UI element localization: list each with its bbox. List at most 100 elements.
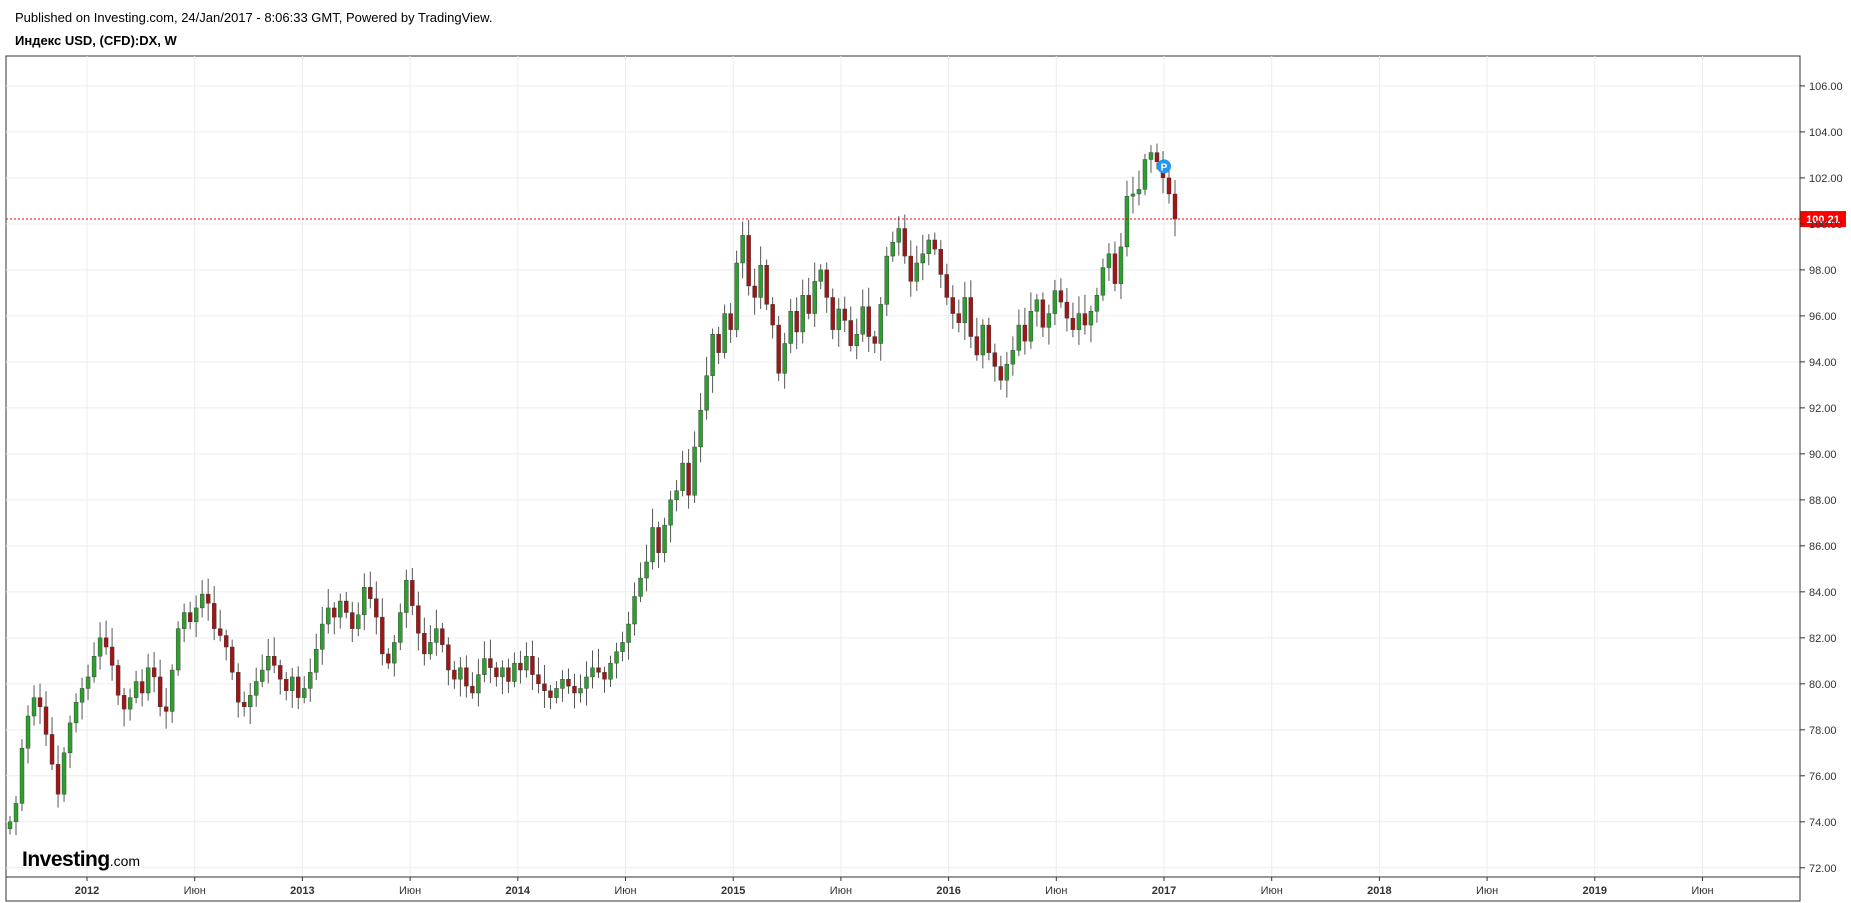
candle[interactable]: [103, 620, 109, 655]
candle[interactable]: [109, 628, 115, 681]
candle[interactable]: [211, 586, 217, 641]
candle[interactable]: [1034, 294, 1040, 327]
candle[interactable]: [434, 609, 439, 656]
candle[interactable]: [181, 603, 187, 643]
candle[interactable]: [452, 660, 457, 689]
candle[interactable]: [914, 245, 919, 291]
candle[interactable]: [992, 343, 998, 382]
candle[interactable]: [668, 490, 673, 543]
candle[interactable]: [704, 356, 709, 420]
candle[interactable]: [470, 672, 475, 699]
candle[interactable]: [614, 642, 619, 679]
candle[interactable]: [572, 673, 577, 709]
candle[interactable]: [770, 296, 775, 339]
event-marker[interactable]: P: [1156, 159, 1171, 174]
candle[interactable]: [121, 687, 127, 727]
candle[interactable]: [602, 666, 607, 693]
candle[interactable]: [608, 655, 613, 687]
candle[interactable]: [302, 676, 307, 704]
candle[interactable]: [1148, 145, 1154, 173]
candle[interactable]: [674, 479, 679, 512]
candle[interactable]: [776, 316, 781, 382]
candle[interactable]: [1088, 305, 1094, 343]
candle[interactable]: [938, 240, 943, 288]
candle[interactable]: [746, 219, 751, 296]
candle[interactable]: [650, 508, 655, 570]
candle[interactable]: [398, 603, 403, 651]
candle[interactable]: [350, 601, 355, 643]
candle[interactable]: [458, 657, 463, 697]
candle[interactable]: [320, 606, 325, 665]
candle[interactable]: [314, 633, 319, 680]
candle[interactable]: [1082, 294, 1088, 335]
candle[interactable]: [794, 297, 799, 350]
candle[interactable]: [656, 521, 661, 569]
candle[interactable]: [1010, 336, 1016, 376]
candle[interactable]: [199, 580, 205, 618]
candle[interactable]: [722, 304, 727, 359]
candle[interactable]: [1040, 292, 1046, 337]
candle[interactable]: [716, 326, 721, 365]
candle[interactable]: [157, 659, 163, 717]
candle[interactable]: [518, 650, 523, 684]
candle[interactable]: [566, 668, 571, 694]
candle[interactable]: [1052, 279, 1058, 326]
candle[interactable]: [1142, 153, 1148, 196]
candle[interactable]: [758, 246, 763, 309]
candle[interactable]: [193, 595, 199, 638]
candle[interactable]: [1058, 278, 1064, 308]
candle[interactable]: [85, 664, 91, 700]
candle[interactable]: [842, 296, 847, 332]
candle[interactable]: [632, 582, 637, 636]
candle[interactable]: [404, 569, 409, 628]
candle[interactable]: [410, 568, 415, 616]
candle[interactable]: [163, 687, 169, 729]
candle[interactable]: [902, 214, 907, 264]
candle[interactable]: [554, 681, 559, 704]
candle[interactable]: [590, 650, 595, 689]
candle[interactable]: [812, 262, 817, 327]
candle[interactable]: [878, 296, 883, 361]
candle[interactable]: [61, 747, 67, 802]
candle[interactable]: [344, 591, 349, 619]
candle[interactable]: [644, 544, 649, 592]
candle[interactable]: [860, 289, 865, 342]
candle[interactable]: [7, 816, 13, 835]
candle[interactable]: [818, 264, 823, 290]
candle[interactable]: [1064, 288, 1070, 332]
candle[interactable]: [920, 234, 925, 281]
candle[interactable]: [254, 667, 259, 707]
candle[interactable]: [1130, 176, 1136, 214]
candle[interactable]: [980, 319, 986, 369]
candle[interactable]: [19, 739, 25, 812]
candle[interactable]: [368, 571, 373, 609]
candle[interactable]: [1100, 258, 1106, 301]
candle[interactable]: [1166, 165, 1172, 204]
candle[interactable]: [1106, 243, 1112, 281]
candle[interactable]: [962, 281, 968, 341]
candle[interactable]: [416, 591, 421, 651]
candle[interactable]: [710, 328, 715, 393]
candle[interactable]: [1112, 241, 1118, 292]
candle[interactable]: [13, 796, 19, 836]
candle[interactable]: [266, 638, 271, 684]
candle[interactable]: [151, 652, 157, 693]
candle[interactable]: [175, 621, 181, 676]
candle[interactable]: [242, 691, 247, 717]
candle[interactable]: [782, 332, 787, 389]
candle[interactable]: [326, 589, 331, 634]
candle[interactable]: [169, 664, 175, 723]
candle[interactable]: [91, 642, 97, 683]
candle[interactable]: [482, 641, 487, 683]
candle[interactable]: [998, 355, 1004, 390]
candle[interactable]: [728, 302, 733, 344]
candle[interactable]: [542, 664, 547, 708]
candle[interactable]: [974, 317, 980, 361]
candle[interactable]: [884, 247, 889, 316]
candle[interactable]: [488, 639, 493, 684]
candle[interactable]: [278, 659, 283, 695]
candle[interactable]: [422, 617, 427, 666]
candle[interactable]: [854, 318, 859, 360]
candle[interactable]: [866, 287, 871, 352]
candle[interactable]: [49, 717, 55, 771]
